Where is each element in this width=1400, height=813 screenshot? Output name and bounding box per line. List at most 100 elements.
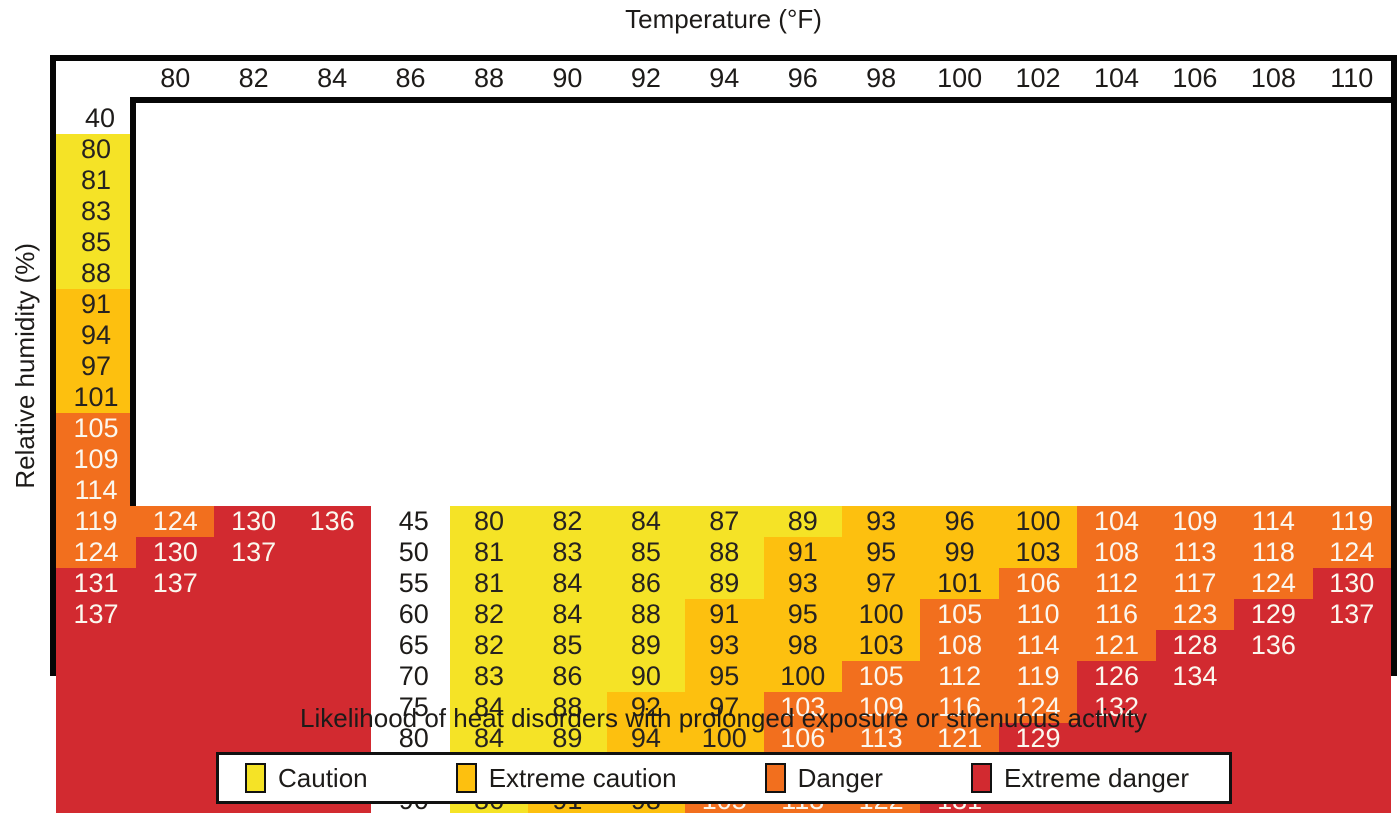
heat-index-cell: 82 [449, 630, 529, 661]
caution-swatch [245, 763, 266, 793]
heat-index-cell [292, 537, 372, 568]
row-label: 65 [371, 630, 450, 661]
heat-index-cell: 89 [763, 506, 842, 537]
heat-index-cell: 117 [1155, 568, 1235, 599]
heat-index-cell: 84 [528, 568, 607, 599]
heat-index-cell: 129 [1234, 599, 1313, 630]
heat-index-cell: 108 [920, 630, 999, 661]
heat-index-cell: 103 [998, 537, 1078, 568]
column-header: 104 [1077, 61, 1156, 103]
column-header: 106 [1155, 61, 1235, 103]
heat-index-cell: 83 [528, 537, 607, 568]
legend-label-extreme-danger: Extreme danger [1004, 762, 1189, 793]
heat-index-cell: 98 [763, 630, 842, 661]
heat-index-cell: 85 [528, 630, 607, 661]
heat-index-cell: 109 [1155, 506, 1235, 537]
heat-index-cell: 81 [449, 537, 529, 568]
heat-index-cell: 94 [606, 723, 686, 754]
corner-cell [56, 61, 136, 103]
heat-index-cell: 114 [1234, 506, 1313, 537]
heat-index-cell: 91 [763, 537, 842, 568]
heat-index-cell: 136 [1234, 630, 1313, 661]
heat-index-cell [292, 630, 372, 661]
legend-item-extreme-caution: Extreme caution [455, 763, 677, 794]
heat-index-cell: 88 [528, 692, 607, 723]
heat-index-cell [136, 723, 215, 754]
heat-index-cell [292, 692, 372, 723]
heat-index-cell [136, 754, 215, 785]
heat-index-cell [214, 568, 293, 599]
heat-index-cell: 82 [449, 599, 529, 630]
heat-index-cell: 93 [685, 630, 764, 661]
column-header: 94 [685, 61, 764, 103]
heat-index-cell: 90 [606, 661, 686, 692]
heat-index-cell: 105 [56, 413, 136, 444]
heat-index-cell: 101 [920, 568, 999, 599]
heat-index-cell [1312, 692, 1391, 723]
heat-index-cell: 112 [1077, 568, 1156, 599]
heat-index-cell: 81 [56, 165, 136, 196]
heat-index-cell [1312, 754, 1391, 785]
column-header: 110 [1312, 61, 1391, 103]
heat-index-cell [1312, 630, 1391, 661]
heat-index-cell: 124 [1234, 568, 1313, 599]
heat-index-cell: 109 [841, 692, 921, 723]
heat-index-cell: 100 [685, 723, 764, 754]
heat-index-cell [214, 692, 293, 723]
heat-index-cell: 84 [606, 506, 686, 537]
heat-index-cell: 85 [606, 537, 686, 568]
heat-index-cell: 82 [528, 506, 607, 537]
heat-index-cell [136, 630, 215, 661]
heat-index-cell: 94 [56, 320, 136, 351]
heat-index-cell: 85 [56, 227, 136, 258]
heat-index-cell: 103 [763, 692, 842, 723]
column-header: 96 [763, 61, 842, 103]
heat-index-cell: 99 [920, 537, 999, 568]
heat-index-cell: 92 [606, 692, 686, 723]
heat-index-cell [214, 661, 293, 692]
heat-index-cell: 97 [56, 351, 136, 382]
heat-index-cell [56, 692, 136, 723]
heat-index-cell: 130 [1312, 568, 1391, 599]
heat-index-cell [56, 661, 136, 692]
row-label: 60 [371, 599, 450, 630]
heat-index-cell [1234, 785, 1313, 813]
heat-index-cell: 89 [528, 723, 607, 754]
heat-index-cell: 130 [214, 506, 293, 537]
heat-index-cell [136, 661, 215, 692]
heat-index-cell: 114 [56, 475, 136, 506]
heat-index-cell: 91 [685, 599, 764, 630]
column-header: 88 [449, 61, 529, 103]
y-axis-title-container: Relative humidity (%) [0, 55, 50, 676]
heat-index-cell [56, 754, 136, 785]
heat-index-cell: 84 [528, 599, 607, 630]
column-header: 82 [214, 61, 293, 103]
heat-index-cell [1312, 785, 1391, 813]
heat-index-cell [56, 785, 136, 813]
column-header: 86 [371, 61, 450, 103]
heat-index-cell: 126 [1077, 661, 1156, 692]
heat-index-cell: 119 [998, 661, 1078, 692]
heat-index-cell [56, 723, 136, 754]
x-axis-title: Temperature (°F) [625, 4, 822, 34]
heat-index-cell: 101 [56, 382, 136, 413]
heat-index-cell: 91 [56, 289, 136, 320]
legend-item-danger: Danger [764, 763, 883, 794]
heat-index-cell: 116 [1077, 599, 1156, 630]
heat-index-cell: 132 [1077, 692, 1156, 723]
heat-index-cell: 116 [920, 692, 999, 723]
heat-index-cell [1077, 723, 1156, 754]
heat-index-cell: 88 [685, 537, 764, 568]
heat-index-cell: 81 [449, 568, 529, 599]
heat-index-cell: 86 [606, 568, 686, 599]
heat-index-cell: 106 [998, 568, 1078, 599]
heat-index-cell: 83 [449, 661, 529, 692]
heat-index-cell [292, 599, 372, 630]
legend-item-extreme-danger: Extreme danger [971, 763, 1189, 794]
legend-item-caution: Caution [245, 763, 368, 794]
heat-index-cell [214, 630, 293, 661]
heat-index-cell [1155, 723, 1235, 754]
column-header: 100 [920, 61, 999, 103]
heat-index-cell: 108 [1077, 537, 1156, 568]
row-label: 80 [371, 723, 450, 754]
